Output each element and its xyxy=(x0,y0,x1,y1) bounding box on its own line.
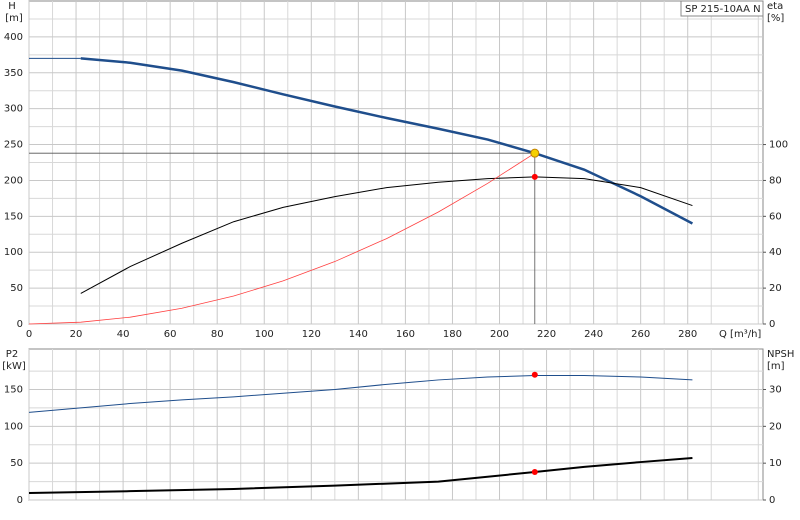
series-line xyxy=(80,176,693,294)
y-tick-label: 0 xyxy=(17,319,23,330)
x-tick-label: 160 xyxy=(396,329,415,340)
series-line xyxy=(80,57,694,225)
y-tick-label: 100 xyxy=(4,421,23,432)
x-tick-label: 20 xyxy=(70,329,83,340)
operating-point-y2 xyxy=(531,173,538,180)
y2-tick-label: 20 xyxy=(769,421,782,432)
y-tick-label: 200 xyxy=(4,175,23,186)
x-tick-label: 120 xyxy=(302,329,321,340)
y-tick-label: 300 xyxy=(4,104,23,115)
x-tick-label: 180 xyxy=(443,329,462,340)
series-line xyxy=(28,457,693,495)
y-tick-label: 50 xyxy=(10,283,23,294)
chart-title: SP 215-10AA N xyxy=(685,4,761,15)
operating-point xyxy=(531,371,538,378)
series-line xyxy=(28,152,536,325)
y-axis-label: H xyxy=(8,1,16,12)
y-tick-label: 150 xyxy=(4,211,23,222)
x-tick-label: 260 xyxy=(631,329,650,340)
y-axis-unit: [m] xyxy=(5,13,23,24)
y-tick-label: 0 xyxy=(17,495,23,506)
y2-tick-label: 20 xyxy=(769,283,782,294)
x-tick-label: 140 xyxy=(349,329,368,340)
y-axis-label: P2 xyxy=(6,349,18,360)
x-tick-label: 60 xyxy=(164,329,177,340)
y2-tick-label: 100 xyxy=(769,140,788,151)
x-tick-label: 240 xyxy=(584,329,603,340)
x-tick-label: 0 xyxy=(26,329,32,340)
x-tick-label: 280 xyxy=(678,329,697,340)
series-line xyxy=(28,375,693,413)
y-tick-label: 100 xyxy=(4,247,23,258)
y2-axis-label: NPSH xyxy=(767,349,794,360)
y-tick-label: 250 xyxy=(4,140,23,151)
y2-axis-label: eta xyxy=(767,1,783,12)
y-tick-label: 350 xyxy=(4,68,23,79)
y2-tick-label: 30 xyxy=(769,385,782,396)
y2-tick-label: 0 xyxy=(769,495,775,506)
y-axis-unit: [kW] xyxy=(2,361,26,372)
y-tick-label: 400 xyxy=(4,32,23,43)
x-tick-label: 100 xyxy=(255,329,274,340)
x-tick-label: 80 xyxy=(211,329,224,340)
x-tick-label: 220 xyxy=(537,329,556,340)
y2-tick-label: 60 xyxy=(769,211,782,222)
x-axis-label: Q [m³/h] xyxy=(719,329,761,340)
y-tick-label: 150 xyxy=(4,385,23,396)
y2-tick-label: 40 xyxy=(769,247,782,258)
operating-point xyxy=(530,148,540,158)
y2-tick-label: 10 xyxy=(769,458,782,469)
y2-tick-label: 80 xyxy=(769,175,782,186)
plot-area xyxy=(28,348,764,501)
y2-tick-label: 0 xyxy=(769,319,775,330)
title-box xyxy=(680,0,764,17)
y2-axis-unit: [%] xyxy=(767,13,784,24)
y2-axis-unit: [m] xyxy=(767,361,785,372)
x-tick-label: 40 xyxy=(117,329,130,340)
y-tick-label: 50 xyxy=(10,458,23,469)
operating-point-y2 xyxy=(531,469,538,476)
x-tick-label: 200 xyxy=(490,329,509,340)
